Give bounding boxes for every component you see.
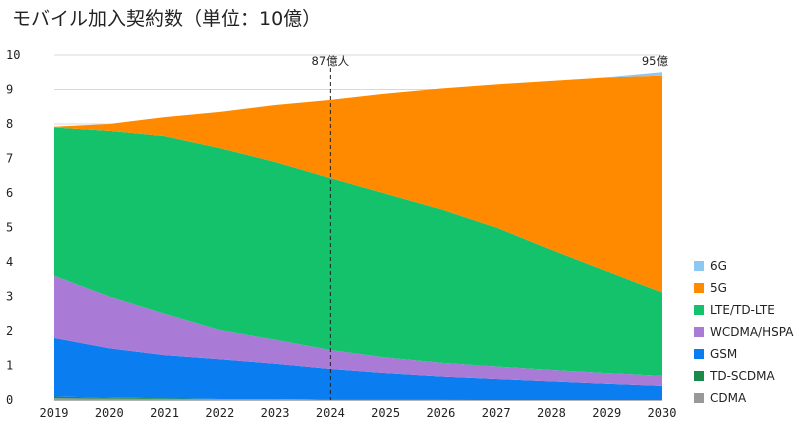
annotation-label: 95億 xyxy=(642,54,669,68)
x-tick-label: 2022 xyxy=(205,406,234,420)
legend-label-wcdma-hspa: WCDMA/HSPA xyxy=(710,325,794,339)
legend-swatch-5g xyxy=(694,283,704,293)
x-tick-label: 2024 xyxy=(316,406,345,420)
chart-title: モバイル加入契約数（単位：10億） xyxy=(12,8,322,30)
area-lte-td-lte xyxy=(54,127,662,376)
legend-label-lte-td-lte: LTE/TD-LTE xyxy=(710,303,775,317)
y-tick-label: 9 xyxy=(6,83,13,97)
x-tick-label: 2030 xyxy=(648,406,677,420)
y-tick-label: 7 xyxy=(6,152,13,166)
x-tick-label: 2023 xyxy=(261,406,290,420)
x-tick-label: 2028 xyxy=(537,406,566,420)
legend-label-6g: 6G xyxy=(710,259,727,273)
y-tick-label: 6 xyxy=(6,186,13,200)
area-wcdma-hspa xyxy=(54,275,662,386)
legend-swatch-td-scdma xyxy=(694,371,704,381)
area-td-scdma xyxy=(54,396,662,400)
legend-label-cdma: CDMA xyxy=(710,391,747,405)
area-5g xyxy=(54,75,662,293)
area-series xyxy=(54,72,662,400)
legend-label-td-scdma: TD-SCDMA xyxy=(709,369,775,383)
x-tick-label: 2026 xyxy=(426,406,455,420)
annotation-label: 87億人 xyxy=(312,54,350,68)
area-cdma xyxy=(54,398,662,400)
y-tick-label: 1 xyxy=(6,359,13,373)
legend-label-5g: 5G xyxy=(710,281,727,295)
axes: 0 1 2 3 4 5 6 7 8 9 10 2019 2020 2021 2022 2023 2024 2025… xyxy=(6,48,676,420)
legend-swatch-wcdma-hspa xyxy=(694,327,704,337)
y-tick-label: 2 xyxy=(6,324,13,338)
x-tick-label: 2020 xyxy=(95,406,124,420)
legend-swatch-cdma xyxy=(694,393,704,403)
legend-swatch-gsm xyxy=(694,349,704,359)
y-tick-label: 0 xyxy=(6,393,13,407)
y-tick-label: 4 xyxy=(6,255,13,269)
y-tick-label: 8 xyxy=(6,117,13,131)
x-tick-label: 2025 xyxy=(371,406,400,420)
legend-swatch-lte-td-lte xyxy=(694,305,704,315)
legend-swatch-6g xyxy=(694,261,704,271)
y-tick-label: 5 xyxy=(6,221,13,235)
legend-label-gsm: GSM xyxy=(710,347,737,361)
y-tick-label: 3 xyxy=(6,290,13,304)
x-tick-label: 2021 xyxy=(150,406,179,420)
annotations: 87億人 95億 xyxy=(312,54,669,400)
x-tick-label: 2027 xyxy=(482,406,511,420)
y-tick-label: 10 xyxy=(6,48,20,62)
x-tick-label: 2019 xyxy=(40,406,69,420)
legend: 6G 5G LTE/TD-LTE WCDMA/HSPA GSM TD-SCDMA CDMA xyxy=(694,259,794,405)
x-tick-label: 2029 xyxy=(592,406,621,420)
area-gsm xyxy=(54,337,662,400)
